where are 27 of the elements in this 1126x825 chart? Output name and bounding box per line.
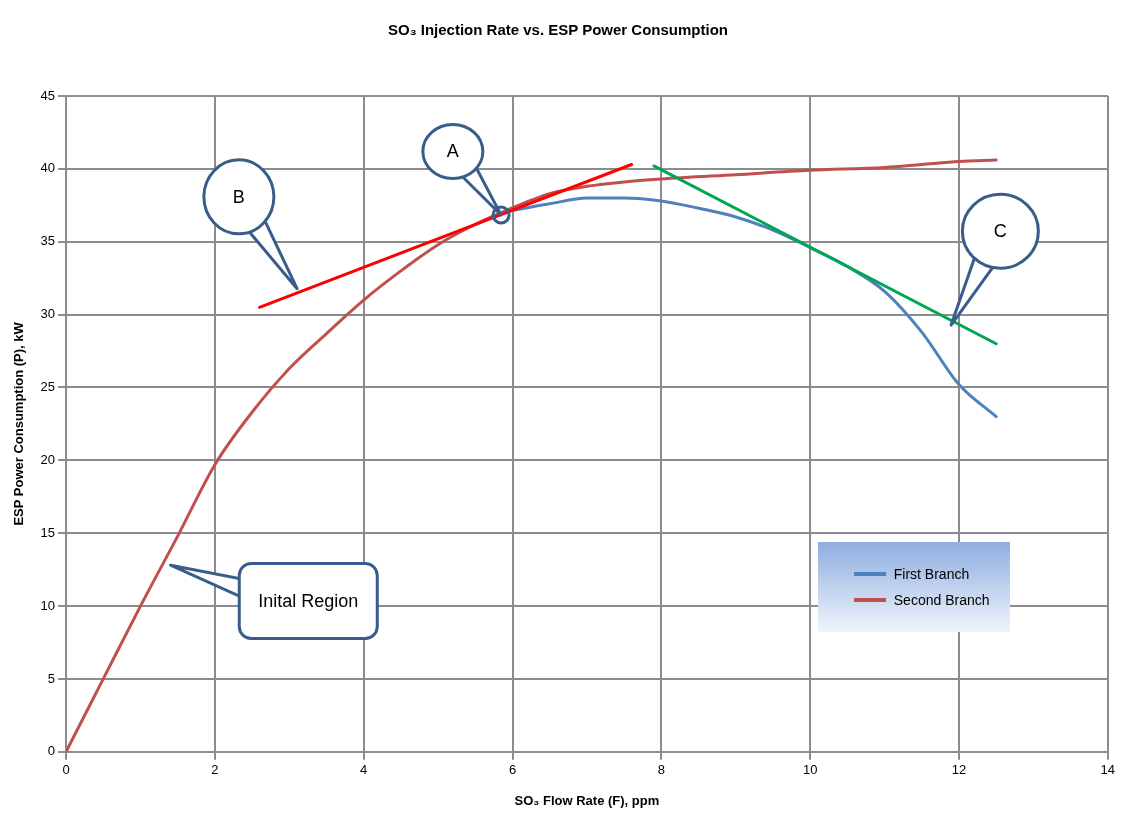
y-tick-label: 15	[40, 524, 56, 540]
chart-title: SO₃ Injection Rate vs. ESP Power Consumption	[387, 21, 729, 39]
x-tick-label: 0	[62, 762, 70, 778]
annotation: A	[446, 141, 459, 162]
x-tick-label: 14	[1100, 762, 1115, 778]
annotation: B	[232, 186, 245, 207]
legend-label: Second Branch	[893, 591, 990, 608]
y-tick-label: 35	[40, 233, 56, 249]
annotation: Inital Region	[258, 590, 359, 611]
x-axis-title: SO₃ Flow Rate (F), ppm	[514, 792, 660, 808]
y-tick-label: 5	[47, 670, 56, 686]
x-tick-label: 10	[802, 762, 818, 778]
y-tick-label: 45	[40, 87, 56, 103]
x-tick-label: 4	[360, 762, 368, 778]
x-tick-label: 6	[508, 762, 517, 778]
legend-label: First Branch	[893, 565, 970, 582]
y-tick-label: 25	[40, 379, 56, 395]
y-tick-label: 30	[40, 306, 56, 322]
annotation: C	[993, 221, 1007, 242]
x-tick-label: 12	[951, 762, 967, 778]
y-tick-label: 20	[40, 451, 56, 467]
y-tick-label: 40	[40, 160, 56, 176]
x-tick-label: 8	[657, 762, 665, 778]
y-tick-label: 10	[40, 597, 56, 613]
y-axis-title: ESP Power Consumption (P), kW	[11, 321, 27, 526]
y-tick-label: 0	[47, 743, 56, 759]
x-tick-label: 2	[211, 762, 219, 778]
